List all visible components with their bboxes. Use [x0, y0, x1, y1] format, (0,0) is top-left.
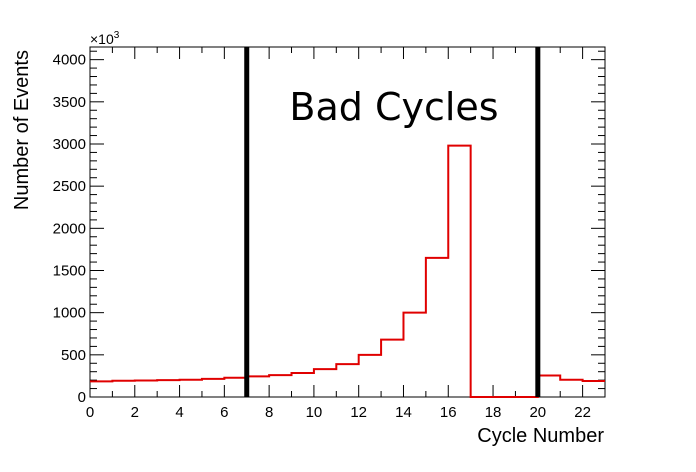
y-axis-multiplier-exponent: 3 — [114, 30, 120, 41]
y-axis-title: Number of Events — [11, 50, 33, 210]
y-tick-label: 3500 — [53, 94, 86, 111]
histogram-series-line — [90, 144, 605, 398]
x-axis-title: Cycle Number — [477, 425, 604, 447]
y-tick-label: 500 — [61, 347, 86, 364]
x-tick-label: 4 — [175, 404, 183, 421]
x-tick-label: 18 — [485, 404, 502, 421]
x-tick-label: 14 — [395, 404, 412, 421]
x-tick-label: 16 — [440, 404, 457, 421]
x-axis-tick-labels: 0 2 4 6 8 10 12 14 16 18 20 22 — [86, 404, 591, 421]
y-axis-tick-labels: 0 500 1000 1500 2000 2500 3000 3500 4000 — [53, 52, 86, 406]
x-tick-label: 10 — [306, 404, 323, 421]
y-tick-label: 1000 — [53, 305, 86, 322]
x-tick-label: 2 — [131, 404, 139, 421]
y-tick-label: 1500 — [53, 262, 86, 279]
y-axis-multiplier: ×103 — [90, 30, 120, 47]
x-tick-label: 12 — [350, 404, 367, 421]
x-axis-ticks — [89, 47, 606, 397]
bad-cycle-boundaries — [244, 47, 541, 397]
y-tick-label: 3000 — [53, 136, 86, 153]
y-tick-label: 2500 — [53, 178, 86, 195]
y-tick-label: 4000 — [53, 52, 86, 69]
y-tick-label: 2000 — [53, 220, 86, 237]
x-tick-label: 8 — [265, 404, 273, 421]
y-axis-ticks — [90, 50, 605, 398]
x-tick-label: 20 — [529, 404, 546, 421]
annotation-bad-cycles: Bad Cycles — [289, 85, 498, 129]
x-tick-label: 0 — [86, 404, 94, 421]
y-tick-label: 0 — [78, 389, 86, 406]
x-tick-label: 22 — [574, 404, 591, 421]
x-tick-label: 6 — [220, 404, 228, 421]
plot-frame — [89, 46, 606, 398]
